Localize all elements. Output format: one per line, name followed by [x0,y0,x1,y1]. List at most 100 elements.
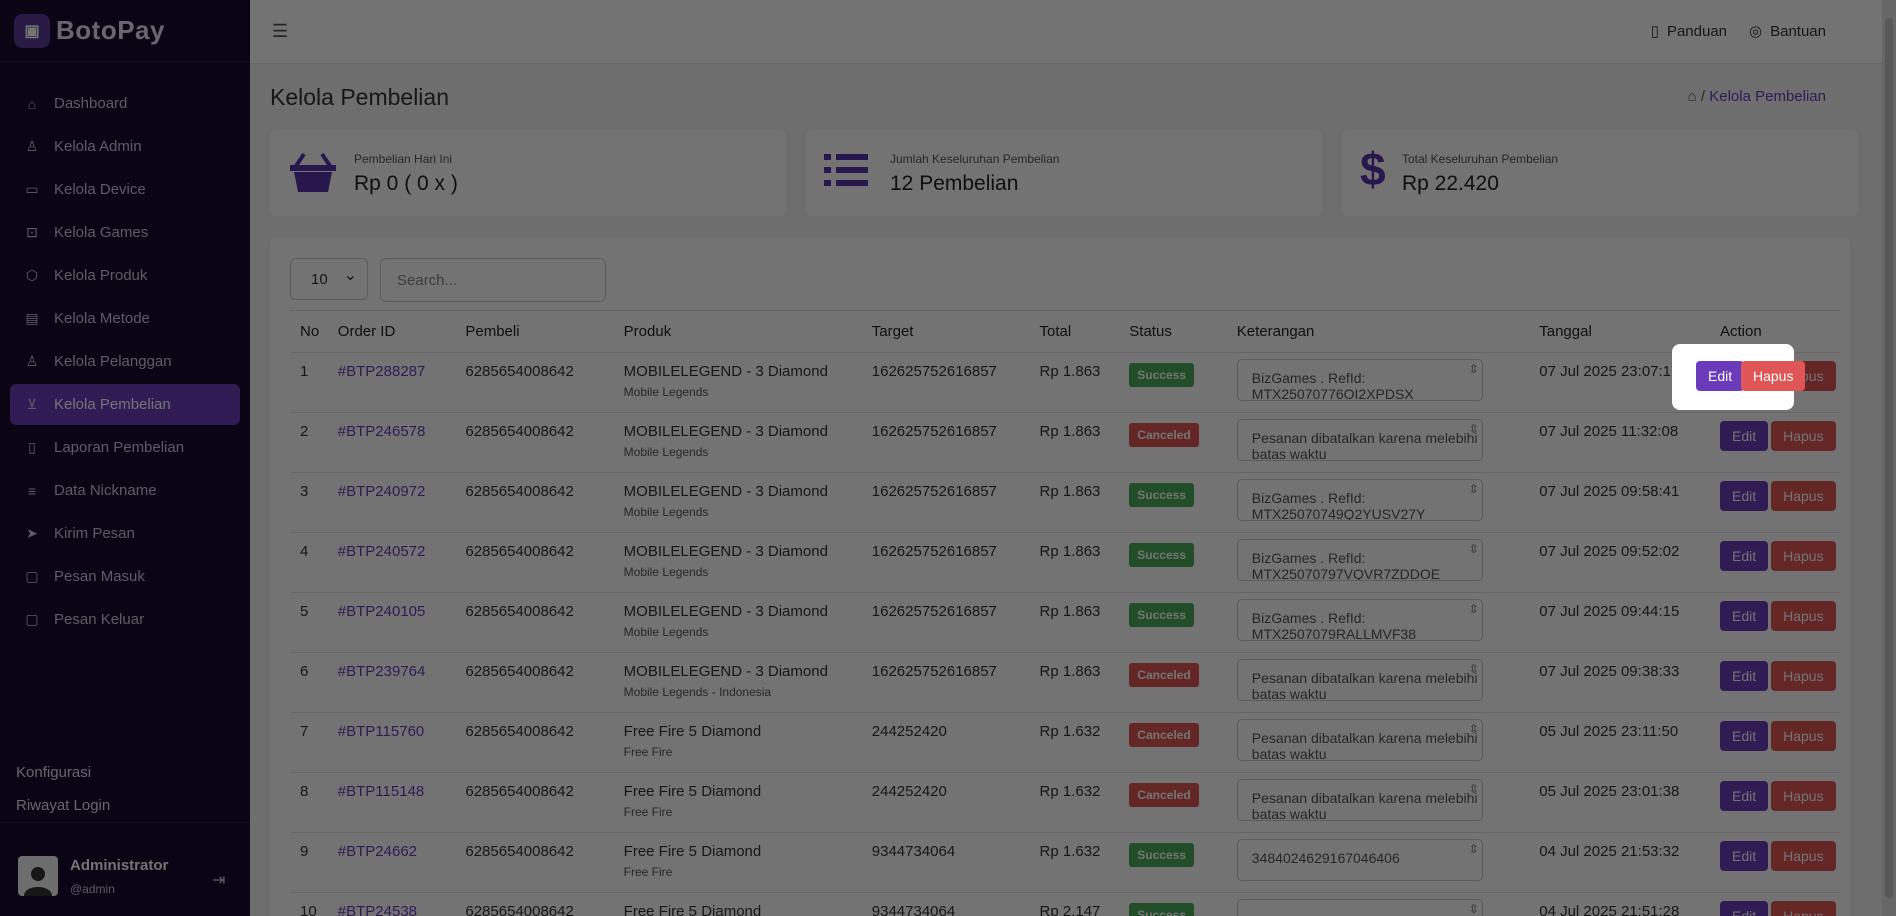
buyer: 6285654008642 [455,772,614,833]
menu-toggle-icon[interactable]: ☰ [272,21,289,41]
product-name: MOBILELEGEND - 3 Diamond [623,663,828,680]
order-id-link[interactable]: #BTP240572 [337,543,426,560]
product-game: Free Fire [623,745,673,759]
order-id-link[interactable]: #BTP246578 [337,423,426,440]
column-header-produk[interactable]: Produk [613,310,862,353]
stat-card-today: Pembelian Hari Ini Rp 0 ( 0 x ) [270,130,786,216]
note-textarea[interactable]: BizGames . RefId: MTX25070776OI2XPDSX [1236,359,1483,401]
sidebar-item-kelola-produk[interactable]: ⬡ Kelola Produk [25,267,148,284]
help-link[interactable]: ◎ Bantuan [1749,23,1826,40]
edit-button[interactable]: Edit [1719,601,1769,631]
sidebar-item-kelola-metode[interactable]: ▤ Kelola Metode [25,310,150,327]
sidebar-item-pesan-masuk[interactable]: ▢ Pesan Masuk [25,568,145,585]
sidebar-item-kirim-pesan[interactable]: ➤ Kirim Pesan [10,513,240,554]
sidebar-divider [0,822,250,823]
date: 07 Jul 2025 09:58:41 [1529,472,1710,533]
page-length-select[interactable]: 10 [290,258,368,300]
order-id-link[interactable]: #BTP239764 [337,663,426,680]
delete-button[interactable]: Hapus [1771,781,1836,811]
sidebar-item-kelola-device[interactable]: ▭ Kelola Device [25,181,146,198]
delete-button[interactable]: Hapus [1771,481,1836,511]
gamepad-icon: ⊡ [26,224,38,240]
brand[interactable]: ▣ BotoPay [0,0,250,62]
note-textarea[interactable]: BizGames . RefId: MTX25070797VQVR7ZDDOE [1236,539,1483,581]
guide-link[interactable]: ▯ Panduan [1650,23,1728,40]
edit-button[interactable]: Edit [1719,841,1769,871]
help-icon: ◎ [1749,23,1763,40]
user-profile: Administrator @admin [18,856,168,896]
sidebar-item-kelola-pembelian[interactable]: ⊻ Kelola Pembelian [10,384,240,425]
column-header-order-id[interactable]: Order ID [327,310,456,353]
date: 04 Jul 2025 21:53:32 [1529,832,1710,893]
edit-button-highlighted[interactable]: Edit [1696,361,1745,391]
delete-button[interactable]: Hapus [1771,541,1836,571]
inbox-icon: ▢ [25,568,39,584]
note-textarea[interactable]: 3484024629167046406 [1236,839,1483,881]
edit-button[interactable]: Edit [1719,781,1769,811]
column-header-status[interactable]: Status [1119,310,1227,353]
edit-button[interactable]: Edit [1719,661,1769,691]
table-row: 7 #BTP115760 6285654008642 Free Fire 5 Diam… [290,712,1840,773]
sidebar-item-konfigurasi[interactable]: Konfigurasi [16,764,92,781]
note-textarea[interactable]: Pesanan dibatalkan karena melebihi batas… [1236,419,1483,461]
column-header-pembeli[interactable]: Pembeli [455,310,614,353]
note-textarea[interactable]: Pesanan dibatalkan karena melebihi batas… [1236,659,1483,701]
order-id-link[interactable]: #BTP288287 [337,363,426,380]
stat-card-total: $ Total Keseluruhan Pembelian Rp 22.420 [1342,130,1858,216]
edit-button[interactable]: Edit [1719,541,1769,571]
order-id-link[interactable]: #BTP240105 [337,603,426,620]
page-title: Kelola Pembelian [270,84,450,110]
note-textarea[interactable]: Pesanan dibatalkan karena melebihi batas… [1236,779,1483,821]
sidebar-item-laporan-pembelian[interactable]: ▯ Laporan Pembelian [10,427,240,468]
delete-button[interactable]: Hapus [1771,601,1836,631]
date: 05 Jul 2025 23:01:38 [1529,772,1710,833]
delete-button[interactable]: Hapus [1771,661,1836,691]
note-textarea[interactable]: Pesanan dibatalkan karena melebihi batas… [1236,719,1483,761]
sidebar-item-pesan-keluar[interactable]: ▢ Pesan Keluar [25,611,145,628]
delete-button[interactable]: Hapus [1771,421,1836,451]
column-header-target[interactable]: Target [861,310,1030,353]
order-id-link[interactable]: #BTP24538 [337,903,418,916]
date: 05 Jul 2025 23:11:50 [1529,712,1710,773]
sidebar-item-data-nickname[interactable]: ≡ Data Nickname [10,470,240,511]
product-name: MOBILELEGEND - 3 Diamond [623,423,828,440]
edit-button[interactable]: Edit [1719,721,1769,751]
note-textarea[interactable]: BizGames . RefId: MTX25070749Q2YUSV27Y [1236,479,1483,521]
search-input[interactable]: Search... [380,258,606,302]
sidebar-item-dashboard[interactable]: ⌂ Dashboard [10,83,240,124]
delete-button[interactable]: Hapus [1771,901,1836,916]
delete-button-highlighted[interactable]: Hapus [1741,361,1806,391]
product-game: Mobile Legends [623,505,709,519]
status-badge: Canceled [1129,423,1199,447]
edit-button[interactable]: Edit [1719,481,1769,511]
status-badge: Success [1129,843,1194,867]
sidebar-item-riwayat-login[interactable]: Riwayat Login [16,797,111,814]
page-scrollbar[interactable] [1882,0,1896,916]
column-header-total[interactable]: Total [1029,310,1120,353]
sidebar-item-kelola-admin[interactable]: ♙ Kelola Admin [25,138,142,155]
target: 162625752616857 [861,472,1030,533]
order-id-link[interactable]: #BTP115760 [337,723,425,740]
column-header-no[interactable]: No [290,310,328,353]
sidebar-nav: ⌂ Dashboard ♙ Kelola Admin ▭ Kelola Device ⊡ Ke… [10,83,240,642]
column-header-keterangan[interactable]: Keterangan [1226,310,1530,353]
edit-button[interactable]: Edit [1719,901,1769,916]
delete-button[interactable]: Hapus [1771,841,1836,871]
note-textarea[interactable]: BizGames . RefId: MTX2507079RALLMVF38 [1236,599,1483,641]
order-id-link[interactable]: #BTP240972 [337,483,426,500]
edit-button[interactable]: Edit [1719,421,1769,451]
buyer: 6285654008642 [455,352,614,413]
order-id-link[interactable]: #BTP115148 [337,783,425,800]
note-textarea[interactable] [1236,899,1483,916]
delete-button[interactable]: Hapus [1771,721,1836,751]
user-icon: ♙ [25,138,39,154]
order-id-link[interactable]: #BTP24662 [337,843,418,860]
home-icon[interactable]: ⌂ [1687,88,1697,105]
logout-icon[interactable]: ⇥ [212,872,226,889]
product-name: MOBILELEGEND - 3 Diamond [623,363,828,380]
sidebar-item-kelola-pelanggan[interactable]: ♙ Kelola Pelanggan [25,353,172,370]
user-name: Administrator [70,856,169,874]
basket-icon [288,150,338,204]
table-row: 3 #BTP240972 6285654008642 MOBILELEGEND - 3… [290,472,1840,533]
sidebar-item-kelola-games[interactable]: ⊡ Kelola Games [10,212,240,253]
